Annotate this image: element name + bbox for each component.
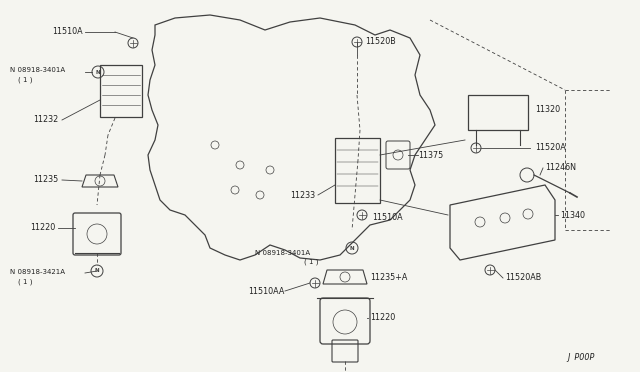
Text: 11510AA: 11510AA [248,286,285,295]
Text: 11220: 11220 [29,224,55,232]
Text: ( 1 ): ( 1 ) [18,77,33,83]
Text: 11340: 11340 [560,211,585,219]
Text: ( 1 ): ( 1 ) [18,279,33,285]
Text: 11320: 11320 [535,106,560,115]
Text: N 08918-3401A: N 08918-3401A [10,67,65,73]
Text: 11232: 11232 [33,115,58,125]
Text: ( 1 ): ( 1 ) [303,259,318,265]
Text: 11235: 11235 [33,176,58,185]
Text: 11520A: 11520A [535,144,566,153]
Bar [100,65,142,117]
Text: 11233: 11233 [290,190,315,199]
Text: J  P00P: J P00P [568,353,595,362]
Text: N: N [349,246,355,250]
Text: 11520B: 11520B [365,38,396,46]
Text: N 08918-3401A: N 08918-3401A [255,250,310,256]
Text: 11510A: 11510A [52,28,83,36]
Text: 11510A: 11510A [372,214,403,222]
Text: 11246N: 11246N [545,163,576,171]
Text: 11375: 11375 [418,151,444,160]
Text: 11235+A: 11235+A [370,273,408,282]
Text: 11520AB: 11520AB [505,273,541,282]
Text: N: N [96,70,100,74]
Text: N: N [95,269,99,273]
Text: 11220: 11220 [370,314,396,323]
Text: N 08918-3421A: N 08918-3421A [10,269,65,275]
